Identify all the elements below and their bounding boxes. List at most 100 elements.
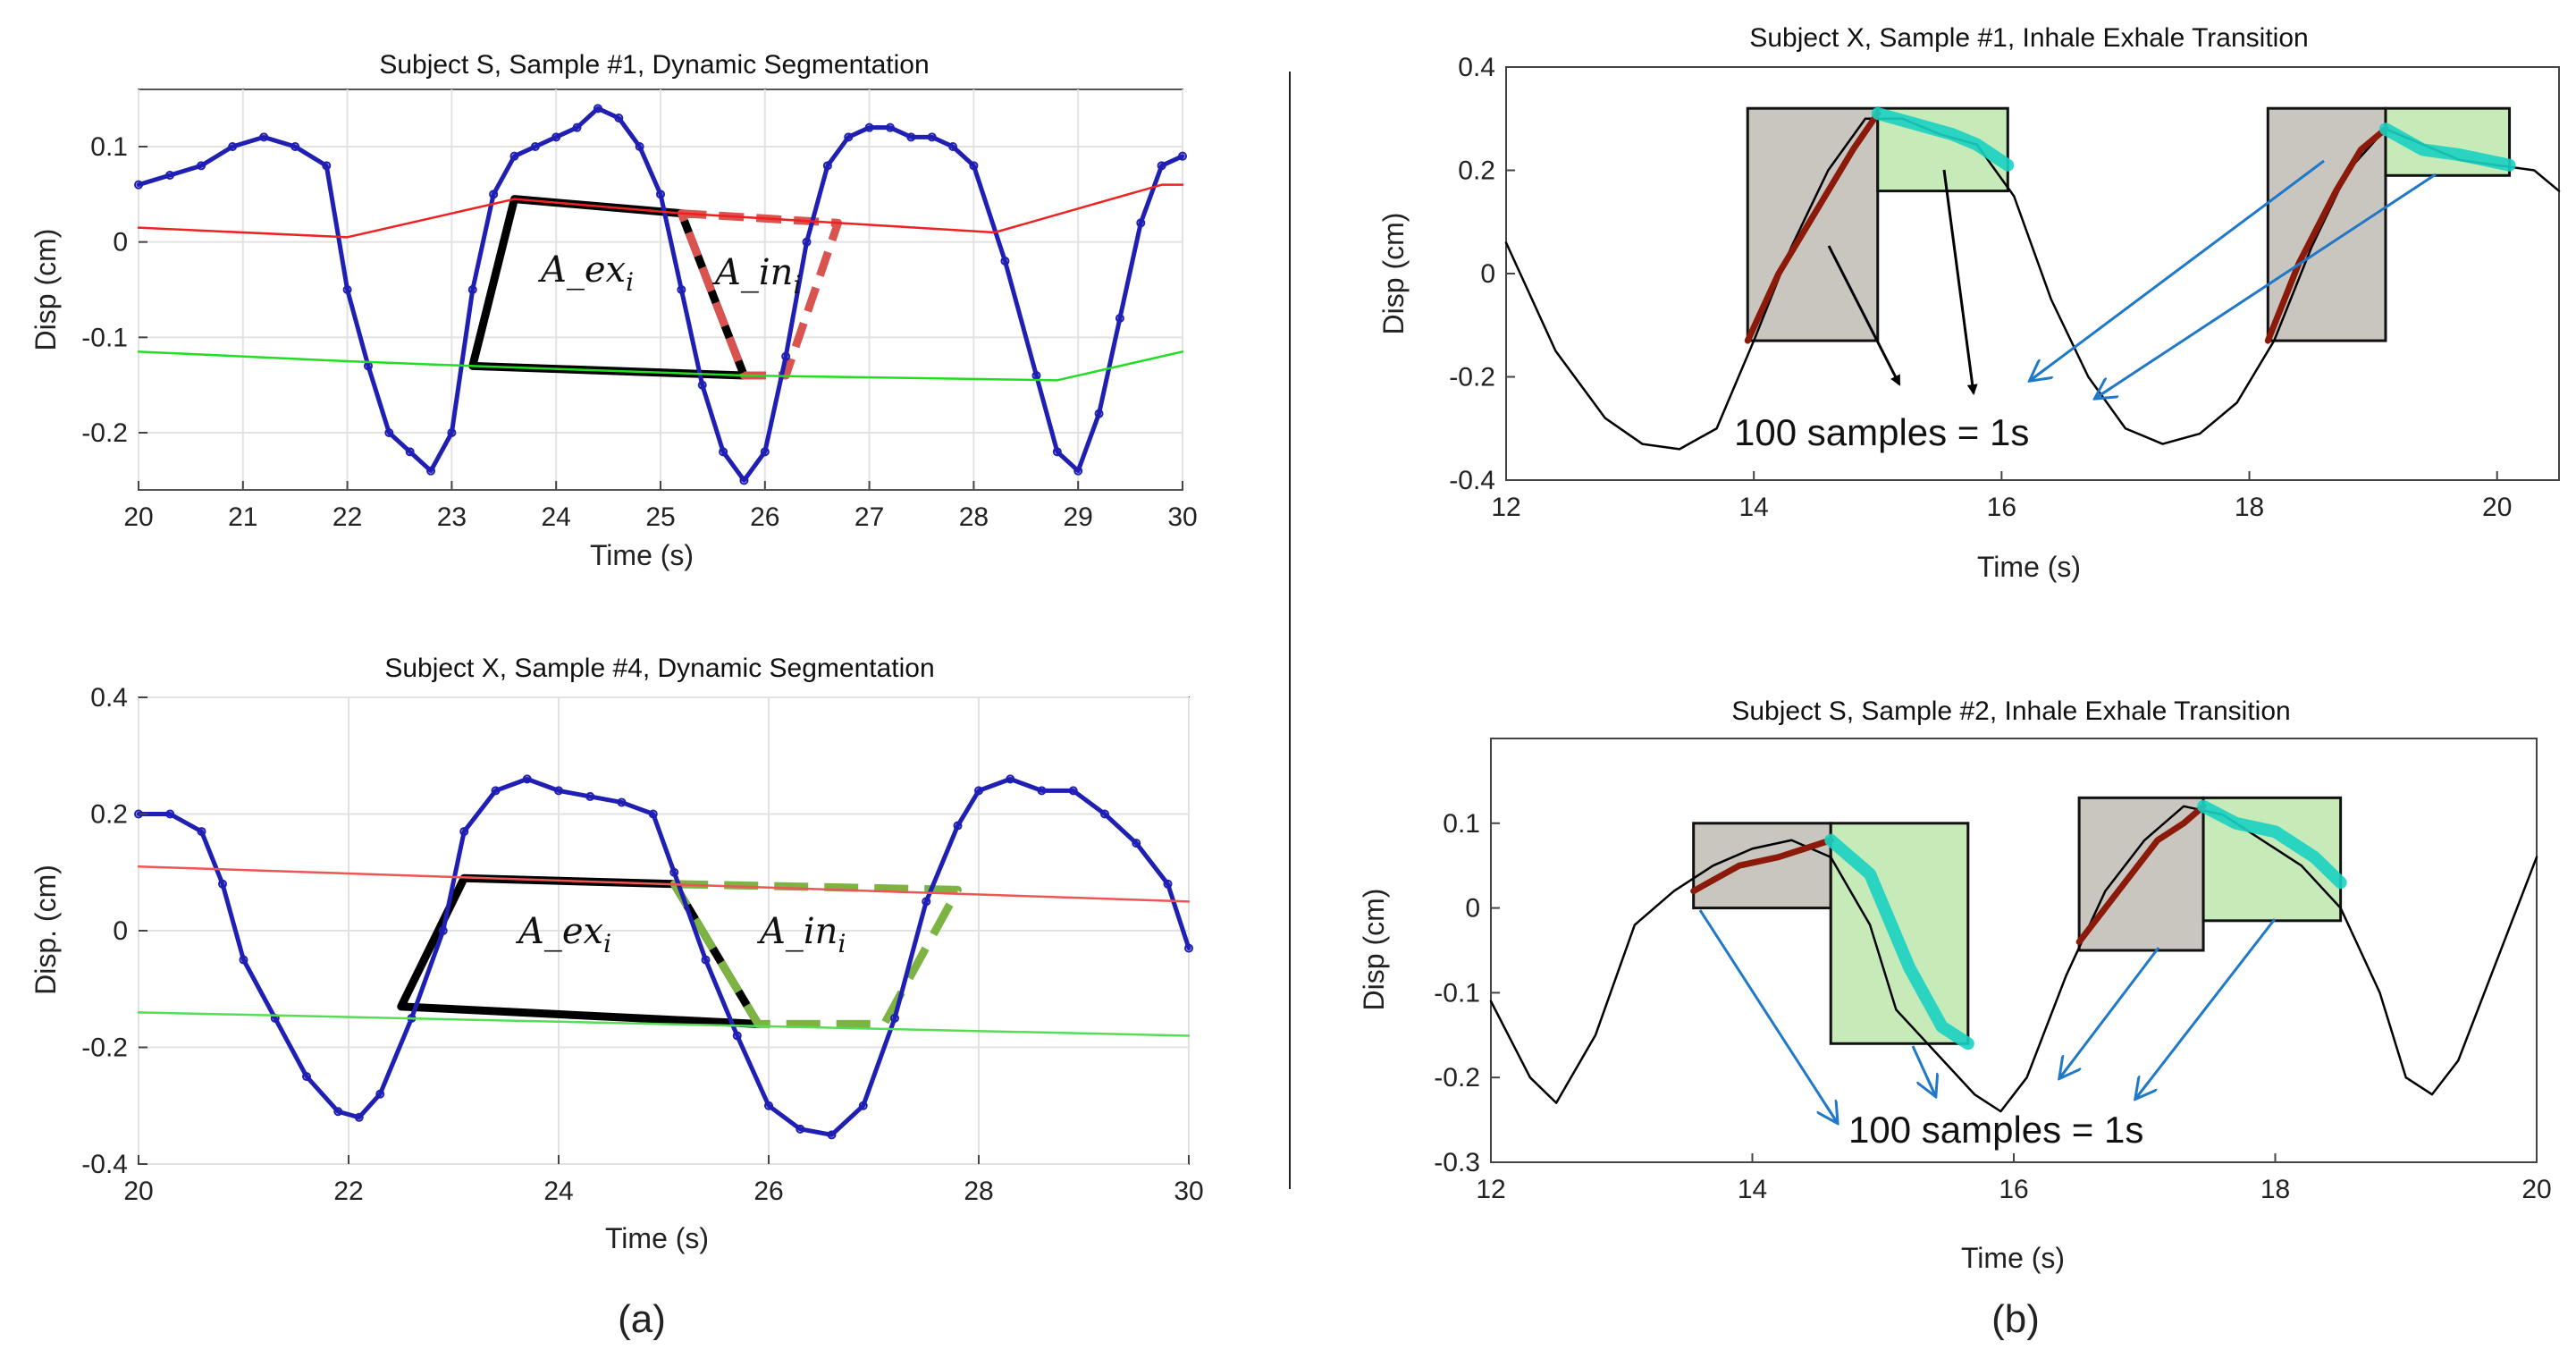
signal-point <box>354 1112 364 1122</box>
signal-point <box>1157 161 1166 171</box>
x-tick-label: 12 <box>1491 493 1520 522</box>
inhale-window-line <box>2197 799 2347 890</box>
plot-b2-window-boxes <box>1692 796 2343 1045</box>
signal-point <box>259 132 269 142</box>
signal-point <box>405 447 415 457</box>
x-tick-label: 23 <box>437 502 467 532</box>
plot-b1-y-ticks: -0.4 -0.2 0 0.2 0.4 <box>1449 53 1515 495</box>
signal-point <box>1006 774 1015 784</box>
x-tick-label: 30 <box>1174 1177 1203 1206</box>
signal-point <box>290 142 300 151</box>
signal-point <box>1052 447 1062 457</box>
x-tick-label: 14 <box>1738 1175 1767 1204</box>
x-tick-label: 16 <box>1987 493 2016 522</box>
plot-b2-y-ticks: -0.3 -0.2 -0.1 0 0.1 <box>1434 809 1500 1177</box>
upper-envelope-line <box>137 183 1184 239</box>
signal-point <box>530 142 540 151</box>
plot-b2-arrow <box>1911 1045 1935 1095</box>
signal-point <box>491 786 501 796</box>
signal-line <box>1489 805 2538 1113</box>
signal-point <box>333 1107 343 1117</box>
plot-a1-y-ticks: -0.2 -0.1 0 0.1 <box>81 132 147 448</box>
signal-point <box>953 821 963 831</box>
x-tick-label: 24 <box>543 1177 573 1206</box>
signal-point <box>822 161 832 171</box>
signal-point <box>134 180 143 190</box>
signal-point <box>438 926 448 935</box>
y-tick-label: 0 <box>113 916 128 946</box>
signal-point <box>1115 314 1124 323</box>
plot-b1-title: Subject X, Sample #1, Inhale Exhale Tran… <box>1749 23 2308 53</box>
signal-point <box>969 161 979 171</box>
plot-a1-x-label: Time (s) <box>590 539 694 571</box>
y-tick-label: -0.1 <box>81 323 128 352</box>
plot-b2-axes-frame <box>1490 738 2538 1163</box>
signal-point <box>677 285 686 294</box>
signal-point <box>796 1124 805 1134</box>
inhale-area-outline <box>669 880 962 1028</box>
signal-point <box>701 955 711 965</box>
plot-b2: Subject S, Sample #2, Inhale Exhale Tran… <box>1358 696 2552 1274</box>
plot-b2-annotation: 100 samples = 1s <box>1848 1109 2143 1151</box>
signal-point <box>1132 839 1141 848</box>
signal-point <box>885 122 895 132</box>
x-tick-label: 26 <box>753 1177 783 1206</box>
signal-point <box>489 190 499 199</box>
signal-point <box>551 132 561 142</box>
inhale-window-line <box>2378 122 2516 172</box>
signal-line <box>136 776 1191 1137</box>
plot-a1-inhale-label: A_ini <box>711 252 801 300</box>
plot-a1-y-label: Disp (cm) <box>29 229 62 351</box>
signal-point <box>1163 879 1173 889</box>
y-tick-label: 0.2 <box>90 800 128 830</box>
plot-b1-arrow <box>1827 245 1901 386</box>
plot-a2-areas <box>397 873 962 1028</box>
signal-point <box>858 1101 868 1110</box>
signal-point <box>1073 466 1083 476</box>
plot-b2-arrow <box>1698 909 1837 1122</box>
x-tick-label: 21 <box>228 502 257 532</box>
signal-point <box>1037 786 1047 796</box>
plot-a2-inhale-label: A_ini <box>756 911 846 958</box>
plot-a1-exhale-label: A_exi <box>537 249 634 297</box>
y-tick-label: -0.2 <box>81 1034 128 1063</box>
signal-point <box>218 879 227 889</box>
x-tick-label: 14 <box>1738 493 1768 522</box>
plot-b1-x-label: Time (s) <box>1977 551 2081 583</box>
plot-b2-arrows <box>1698 909 2277 1122</box>
plot-b2-series <box>1489 799 2538 1113</box>
signal-point <box>522 774 532 784</box>
signal-point <box>322 161 332 171</box>
plot-a1-series <box>134 104 1187 485</box>
y-tick-label: -0.4 <box>1449 466 1495 495</box>
x-tick-label: 20 <box>123 502 153 532</box>
plot-a1-x-ticks: 20 21 22 23 24 25 26 27 28 29 30 <box>123 481 1198 532</box>
plot-a2-exhale-label: A_exi <box>515 911 611 958</box>
plot-b2-arrow <box>2060 947 2160 1077</box>
signal-point <box>827 1130 837 1140</box>
y-tick-label: -0.4 <box>81 1150 128 1179</box>
signal-point <box>239 955 248 965</box>
plot-a1: Subject S, Sample #1, Dynamic Segmentati… <box>29 50 1198 571</box>
signal-point <box>165 171 175 180</box>
signal-point <box>1100 809 1109 819</box>
x-tick-label: 20 <box>123 1177 153 1206</box>
upper-envelope-line <box>137 865 1191 903</box>
plot-b1-arrows <box>1827 159 2437 398</box>
y-tick-label: 0 <box>113 228 128 257</box>
signal-point <box>554 786 563 796</box>
lower-envelope-line <box>137 350 1184 382</box>
plot-a2: Subject X, Sample #4, Dynamic Segmentati… <box>29 654 1204 1254</box>
signal-point <box>697 380 707 390</box>
x-tick-label: 28 <box>964 1177 993 1206</box>
panel-label-b: (b) <box>1991 1297 2040 1341</box>
plot-b2-x-ticks: 12 14 16 18 20 <box>1476 1153 2552 1204</box>
exhale-window-line <box>2264 125 2389 344</box>
signal-point <box>302 1072 311 1082</box>
signal-point <box>1184 943 1193 953</box>
plot-b1-y-label: Disp (cm) <box>1377 213 1410 335</box>
signal-point <box>864 122 874 132</box>
x-tick-label: 22 <box>333 1177 363 1206</box>
inhale-window-line <box>1871 106 2015 172</box>
x-tick-label: 30 <box>1167 502 1197 532</box>
